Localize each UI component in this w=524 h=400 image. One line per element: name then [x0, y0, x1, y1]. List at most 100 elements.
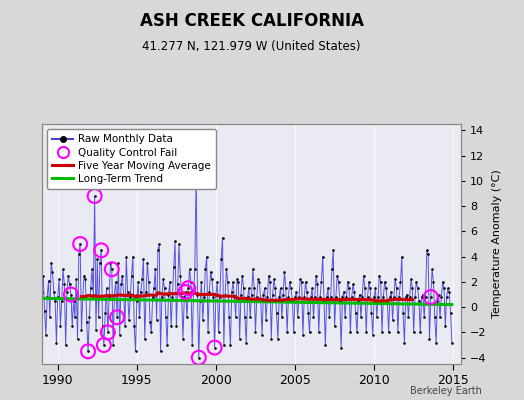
Point [185, 266, 194, 272]
Point [439, 279, 447, 285]
Point [365, 279, 373, 285]
Point [183, 314, 191, 320]
Point [433, 298, 442, 304]
Point [429, 279, 438, 285]
Point [268, 291, 277, 298]
Point [77, 327, 85, 333]
Point [260, 285, 269, 292]
Point [425, 336, 434, 342]
Point [196, 298, 204, 304]
Point [191, 266, 199, 272]
Point [258, 332, 266, 338]
Point [241, 314, 249, 320]
Point [192, 171, 200, 178]
Point [320, 298, 328, 304]
Point [303, 289, 311, 295]
Point [217, 256, 225, 262]
Point [115, 332, 124, 338]
Point [421, 294, 430, 300]
Point [201, 266, 210, 272]
Point [399, 310, 407, 317]
Point [432, 339, 440, 346]
Point [152, 316, 161, 323]
Point [222, 266, 231, 272]
Point [63, 289, 71, 295]
Point [305, 329, 314, 336]
Text: ASH CREEK CALIFORNIA: ASH CREEK CALIFORNIA [139, 12, 364, 30]
Point [124, 289, 132, 295]
Point [286, 279, 294, 285]
Point [232, 314, 240, 320]
Point [219, 234, 227, 241]
Point [398, 254, 406, 260]
Point [126, 294, 135, 300]
Point [375, 272, 384, 279]
Point [353, 329, 361, 336]
Point [55, 276, 63, 282]
Point [334, 279, 343, 285]
Point [53, 294, 62, 300]
Point [271, 285, 279, 292]
Point [47, 260, 56, 266]
Point [50, 289, 58, 295]
Point [100, 342, 108, 348]
Point [412, 279, 420, 285]
Point [146, 319, 154, 326]
Text: 41.277 N, 121.979 W (United States): 41.277 N, 121.979 W (United States) [143, 40, 361, 53]
Point [444, 285, 452, 292]
Point [293, 314, 302, 320]
Point [67, 291, 75, 298]
Point [253, 294, 261, 300]
Point [163, 342, 171, 348]
Point [83, 319, 91, 326]
Point [68, 323, 77, 329]
Point [213, 279, 222, 285]
Point [407, 276, 415, 282]
Point [383, 298, 391, 304]
Point [230, 294, 238, 300]
Point [170, 264, 178, 270]
Point [209, 294, 217, 300]
Point [281, 285, 290, 292]
Point [58, 298, 66, 304]
Point [137, 289, 145, 295]
Point [71, 314, 79, 320]
Point [189, 289, 198, 295]
Point [347, 294, 356, 300]
Point [220, 342, 228, 348]
Point [43, 294, 51, 300]
Point [308, 285, 316, 292]
Point [225, 314, 233, 320]
Point [101, 310, 110, 317]
Point [121, 323, 129, 329]
Point [400, 339, 409, 346]
Point [125, 316, 133, 323]
Point [377, 279, 385, 285]
Point [357, 314, 365, 320]
Point [202, 254, 211, 260]
Point [274, 336, 282, 342]
Point [211, 344, 219, 351]
Point [359, 272, 368, 279]
Point [69, 298, 78, 304]
Point [272, 310, 281, 317]
Point [132, 348, 140, 354]
Point [105, 294, 113, 300]
Point [119, 291, 128, 298]
Point [168, 294, 177, 300]
Point [148, 294, 157, 300]
Point [252, 329, 260, 336]
Point [85, 314, 94, 320]
Point [301, 279, 310, 285]
Point [72, 276, 80, 282]
Point [368, 332, 377, 338]
Point [263, 294, 271, 300]
Point [341, 314, 350, 320]
Point [107, 266, 116, 272]
Point [342, 294, 351, 300]
Point [229, 279, 237, 285]
Point [403, 291, 411, 298]
Point [413, 285, 422, 292]
Point [336, 298, 344, 304]
Point [280, 268, 289, 275]
